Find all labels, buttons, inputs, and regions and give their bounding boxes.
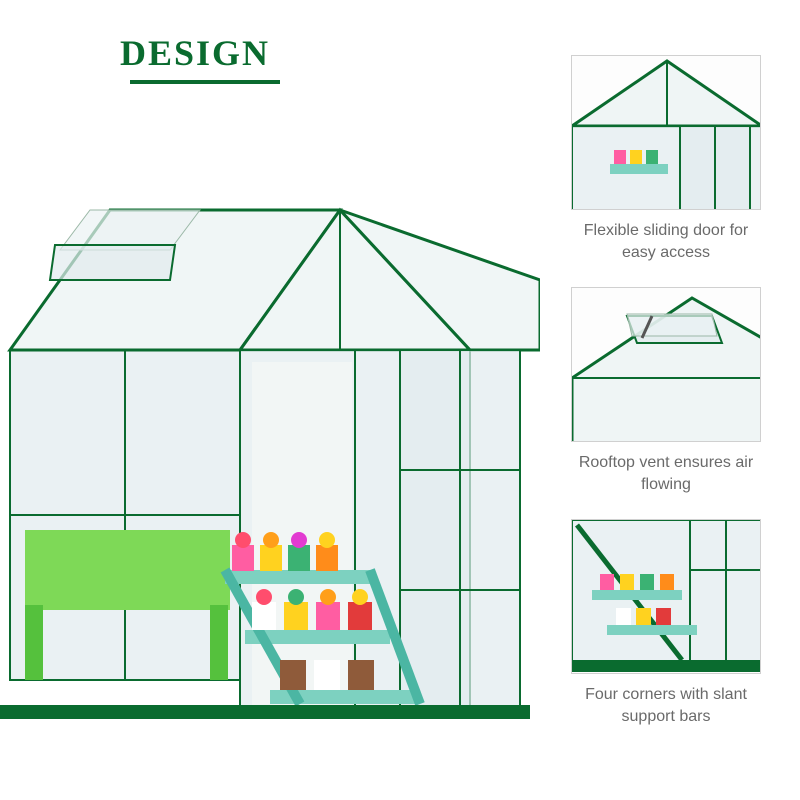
page-title: DESIGN bbox=[120, 32, 280, 74]
feature-sidebar: Flexible sliding door for easy access Ro… bbox=[556, 55, 776, 728]
feature-caption: Rooftop vent ensures air flowing bbox=[566, 452, 766, 495]
feature-item: Flexible sliding door for easy access bbox=[556, 55, 776, 263]
feature-thumb-sliding-door bbox=[571, 55, 761, 210]
feature-thumb-roof-vent bbox=[571, 287, 761, 442]
feature-thumb-corner-brace bbox=[571, 519, 761, 674]
main-product-image bbox=[0, 100, 540, 740]
heading-underline bbox=[130, 80, 280, 84]
heading-block: DESIGN bbox=[120, 32, 280, 84]
feature-item: Four corners with slant support bars bbox=[556, 519, 776, 727]
feature-caption: Four corners with slant support bars bbox=[566, 684, 766, 727]
feature-item: Rooftop vent ensures air flowing bbox=[556, 287, 776, 495]
feature-caption: Flexible sliding door for easy access bbox=[566, 220, 766, 263]
